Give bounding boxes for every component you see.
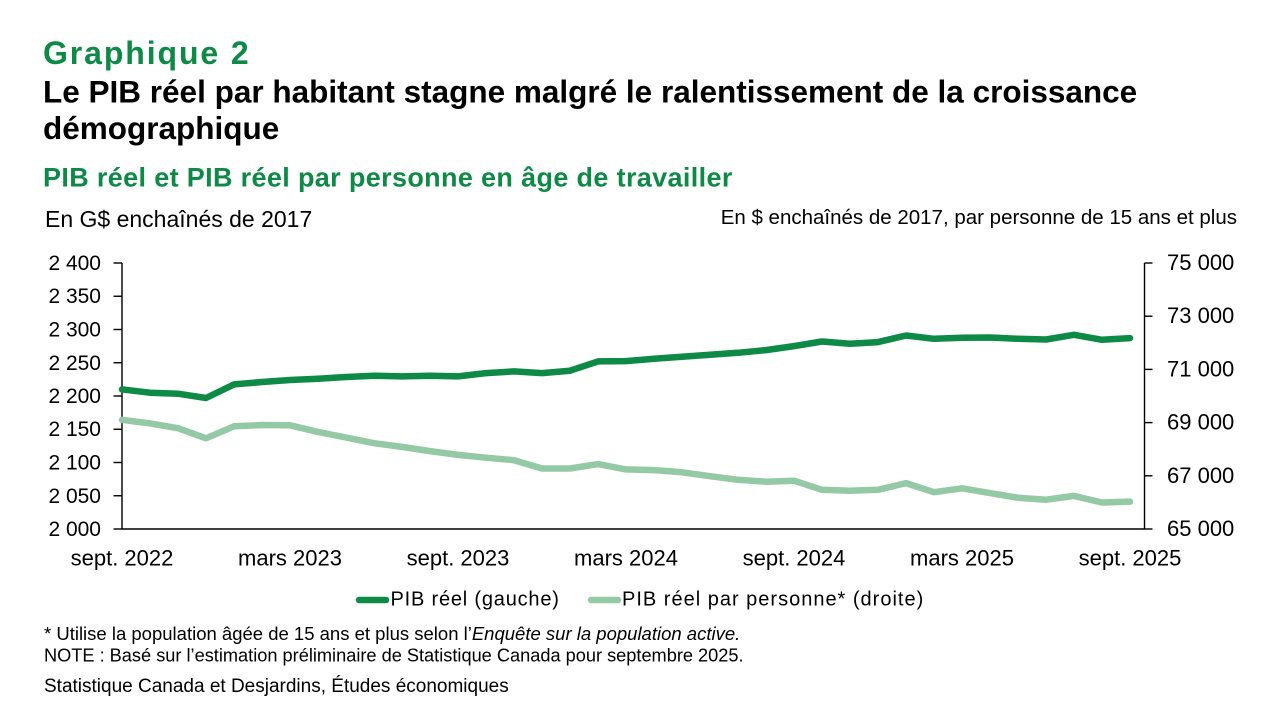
svg-text:2 350: 2 350 [48, 285, 101, 308]
svg-text:* Utilise la population âgée d: * Utilise la population âgée de 15 ans e… [44, 623, 740, 644]
svg-text:mars 2023: mars 2023 [238, 546, 342, 571]
svg-text:65 000: 65 000 [1167, 516, 1234, 541]
svg-text:sept. 2025: sept. 2025 [1079, 546, 1182, 571]
svg-text:PIB réel (gauche): PIB réel (gauche) [391, 589, 560, 611]
svg-text:sept. 2022: sept. 2022 [71, 546, 174, 571]
svg-text:mars 2024: mars 2024 [574, 546, 678, 571]
svg-text:2 400: 2 400 [48, 252, 101, 275]
svg-text:71 000: 71 000 [1167, 356, 1234, 381]
svg-text:sept. 2023: sept. 2023 [407, 546, 510, 571]
svg-text:PIB réel par personne* (droite: PIB réel par personne* (droite) [622, 589, 924, 611]
svg-text:En $ enchaînés de 2017, par pe: En $ enchaînés de 2017, par personne de … [721, 206, 1237, 229]
svg-text:démographique: démographique [43, 110, 279, 146]
svg-text:En G$ enchaînés de 2017: En G$ enchaînés de 2017 [45, 206, 312, 232]
svg-text:sept. 2024: sept. 2024 [743, 546, 846, 571]
svg-text:75 000: 75 000 [1167, 250, 1234, 275]
svg-text:2 150: 2 150 [48, 418, 101, 441]
svg-text:NOTE : Basé sur l’estimation p: NOTE : Basé sur l’estimation préliminair… [44, 646, 744, 666]
svg-text:Graphique 2: Graphique 2 [43, 35, 251, 71]
svg-text:2 200: 2 200 [48, 385, 101, 408]
svg-text:2 050: 2 050 [48, 485, 101, 508]
svg-text:2 250: 2 250 [48, 352, 101, 375]
svg-text:73 000: 73 000 [1167, 303, 1234, 328]
svg-text:PIB réel et PIB réel par perso: PIB réel et PIB réel par personne en âge… [43, 163, 733, 193]
svg-text:2 300: 2 300 [48, 319, 101, 342]
svg-text:69 000: 69 000 [1167, 410, 1234, 435]
svg-text:mars 2025: mars 2025 [910, 546, 1014, 571]
svg-text:2 100: 2 100 [48, 452, 101, 475]
svg-text:2 000: 2 000 [48, 518, 101, 541]
svg-text:67 000: 67 000 [1167, 463, 1234, 488]
svg-text:Statistique Canada et Desjardi: Statistique Canada et Desjardins, Études… [44, 676, 509, 697]
svg-text:Le PIB réel par habitant stagn: Le PIB réel par habitant stagne malgré l… [43, 74, 1137, 110]
